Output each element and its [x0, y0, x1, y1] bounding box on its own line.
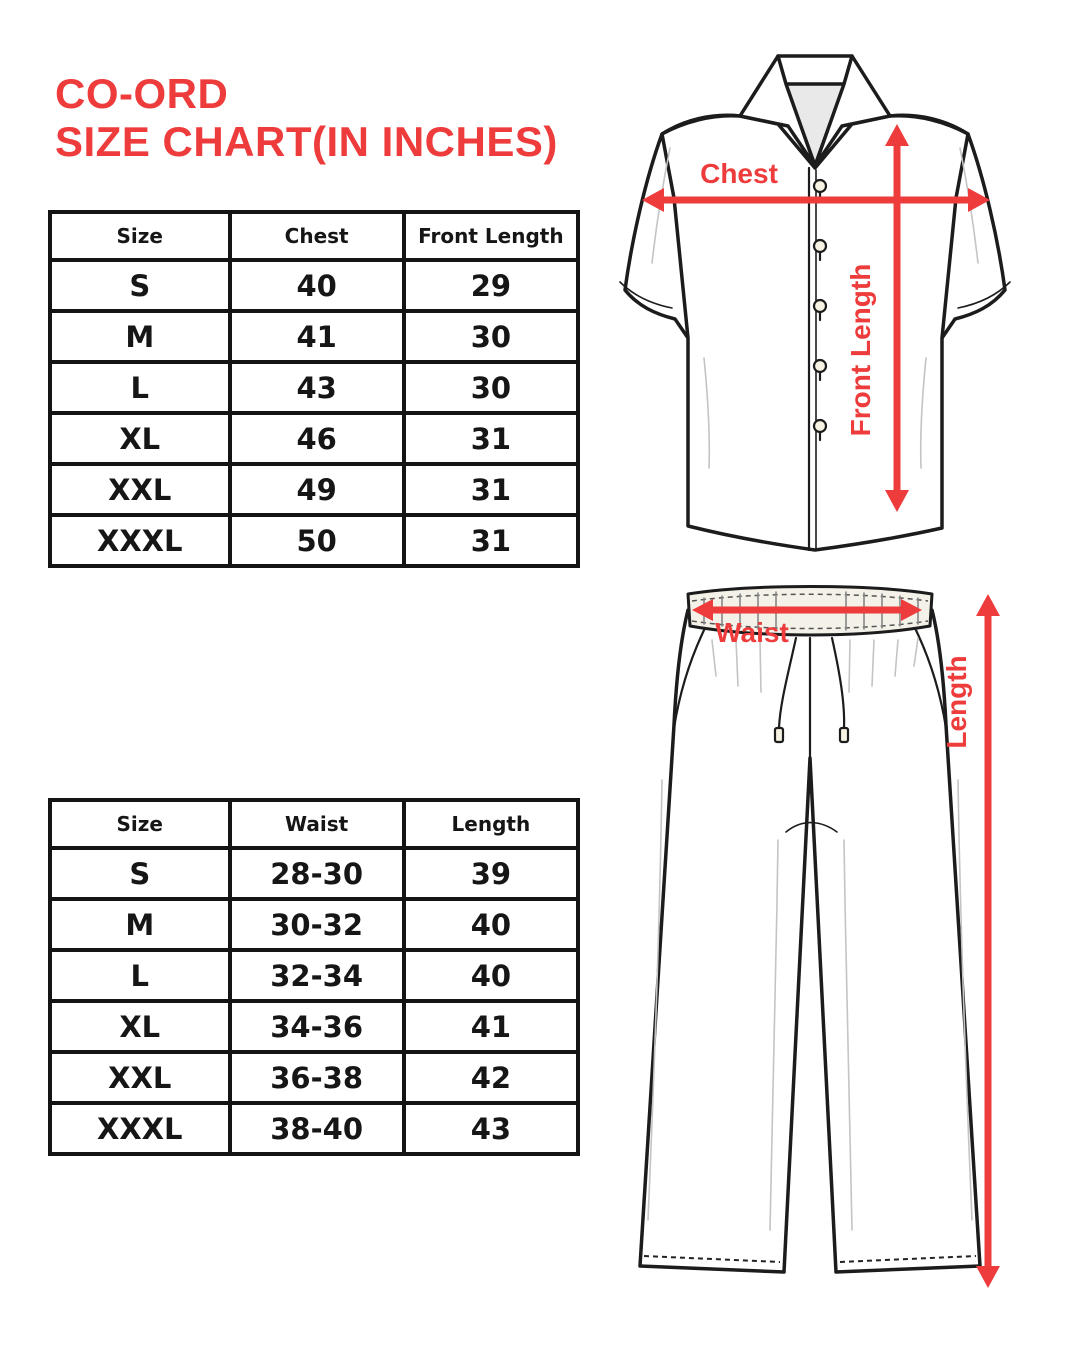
- table-row: XL 34-36 41: [48, 999, 581, 1054]
- table-cell: XXXL: [48, 513, 232, 568]
- table-cell: 40: [401, 948, 581, 1003]
- table-row: XL 46 31: [48, 411, 581, 466]
- table-cell: 50: [227, 513, 406, 568]
- table-cell: S: [48, 846, 232, 901]
- table-cell: 41: [227, 309, 406, 364]
- shirt-illustration: Chest Front Length: [619, 54, 1011, 552]
- table-row: XXL 36-38 42: [48, 1050, 581, 1105]
- pants-col-waist: Waist: [227, 798, 406, 850]
- table-cell: 46: [227, 411, 406, 466]
- front-length-arrow: [885, 124, 909, 512]
- table-cell: 28-30: [227, 846, 406, 901]
- shirt-col-front-length: Front Length: [401, 210, 581, 262]
- title-line-2: SIZE CHART(IN INCHES): [55, 118, 558, 165]
- table-row: M 41 30: [48, 309, 581, 364]
- table-row: L 32-34 40: [48, 948, 581, 1003]
- table-cell: 34-36: [227, 999, 406, 1054]
- pants-col-length: Length: [401, 798, 581, 850]
- waist-arrow: [692, 599, 922, 621]
- shirt-left-lapel: [738, 54, 817, 168]
- front-length-label: Front Length: [845, 264, 876, 437]
- title-line-1: CO-ORD: [55, 70, 229, 117]
- table-row: XXXL 50 31: [48, 513, 581, 568]
- shirt-right-lapel: [813, 54, 892, 168]
- table-cell: 41: [401, 999, 581, 1054]
- shirt-collar-band: [776, 54, 854, 86]
- table-cell: 31: [401, 411, 581, 466]
- shirt-size-table: Size Chest Front Length S 40 29 M 41 30 …: [48, 210, 581, 568]
- table-cell: M: [48, 309, 232, 364]
- waist-label: Waist: [715, 617, 789, 648]
- table-cell: 43: [227, 360, 406, 415]
- table-cell: XXL: [48, 1050, 232, 1105]
- table-cell: 40: [401, 897, 581, 952]
- table-cell: 32-34: [227, 948, 406, 1003]
- table-cell: 30: [401, 309, 581, 364]
- table-cell: 36-38: [227, 1050, 406, 1105]
- table-cell: L: [48, 948, 232, 1003]
- table-row: M 30-32 40: [48, 897, 581, 952]
- table-cell: 39: [401, 846, 581, 901]
- table-cell: XXL: [48, 462, 232, 517]
- table-cell: S: [48, 258, 232, 313]
- table-cell: XL: [48, 999, 232, 1054]
- length-arrow: [976, 594, 1000, 1288]
- shirt-col-chest: Chest: [227, 210, 406, 262]
- table-cell: 42: [401, 1050, 581, 1105]
- table-cell: XL: [48, 411, 232, 466]
- table-cell: XXXL: [48, 1101, 232, 1156]
- table-row: L 43 30: [48, 360, 581, 415]
- table-cell: L: [48, 360, 232, 415]
- table-row: XXXL 38-40 43: [48, 1101, 581, 1156]
- pants-table-header-row: Size Waist Length: [48, 798, 581, 850]
- table-row: XXL 49 31: [48, 462, 581, 517]
- pants-size-table: Size Waist Length S 28-30 39 M 30-32 40 …: [48, 798, 581, 1156]
- shirt-table-header-row: Size Chest Front Length: [48, 210, 581, 262]
- shirt-col-size: Size: [48, 210, 232, 262]
- table-row: S 28-30 39: [48, 846, 581, 901]
- table-cell: M: [48, 897, 232, 952]
- pants-left-pocket: [672, 622, 709, 730]
- length-label: Length: [941, 655, 972, 748]
- table-cell: 38-40: [227, 1101, 406, 1156]
- page-title: CO-ORD SIZE CHART(IN INCHES): [55, 70, 558, 166]
- chest-arrow: [642, 188, 990, 212]
- table-row: S 40 29: [48, 258, 581, 313]
- pants-right-pocket: [911, 622, 948, 730]
- table-cell: 29: [401, 258, 581, 313]
- table-cell: 31: [401, 513, 581, 568]
- table-cell: 30-32: [227, 897, 406, 952]
- pants-illustration: Waist Length: [638, 585, 1000, 1288]
- table-cell: 40: [227, 258, 406, 313]
- chest-label: Chest: [700, 158, 778, 189]
- pants-col-size: Size: [48, 798, 232, 850]
- table-cell: 30: [401, 360, 581, 415]
- table-cell: 49: [227, 462, 406, 517]
- pants-drawstrings: [773, 636, 850, 744]
- table-cell: 31: [401, 462, 581, 517]
- table-cell: 43: [401, 1101, 581, 1156]
